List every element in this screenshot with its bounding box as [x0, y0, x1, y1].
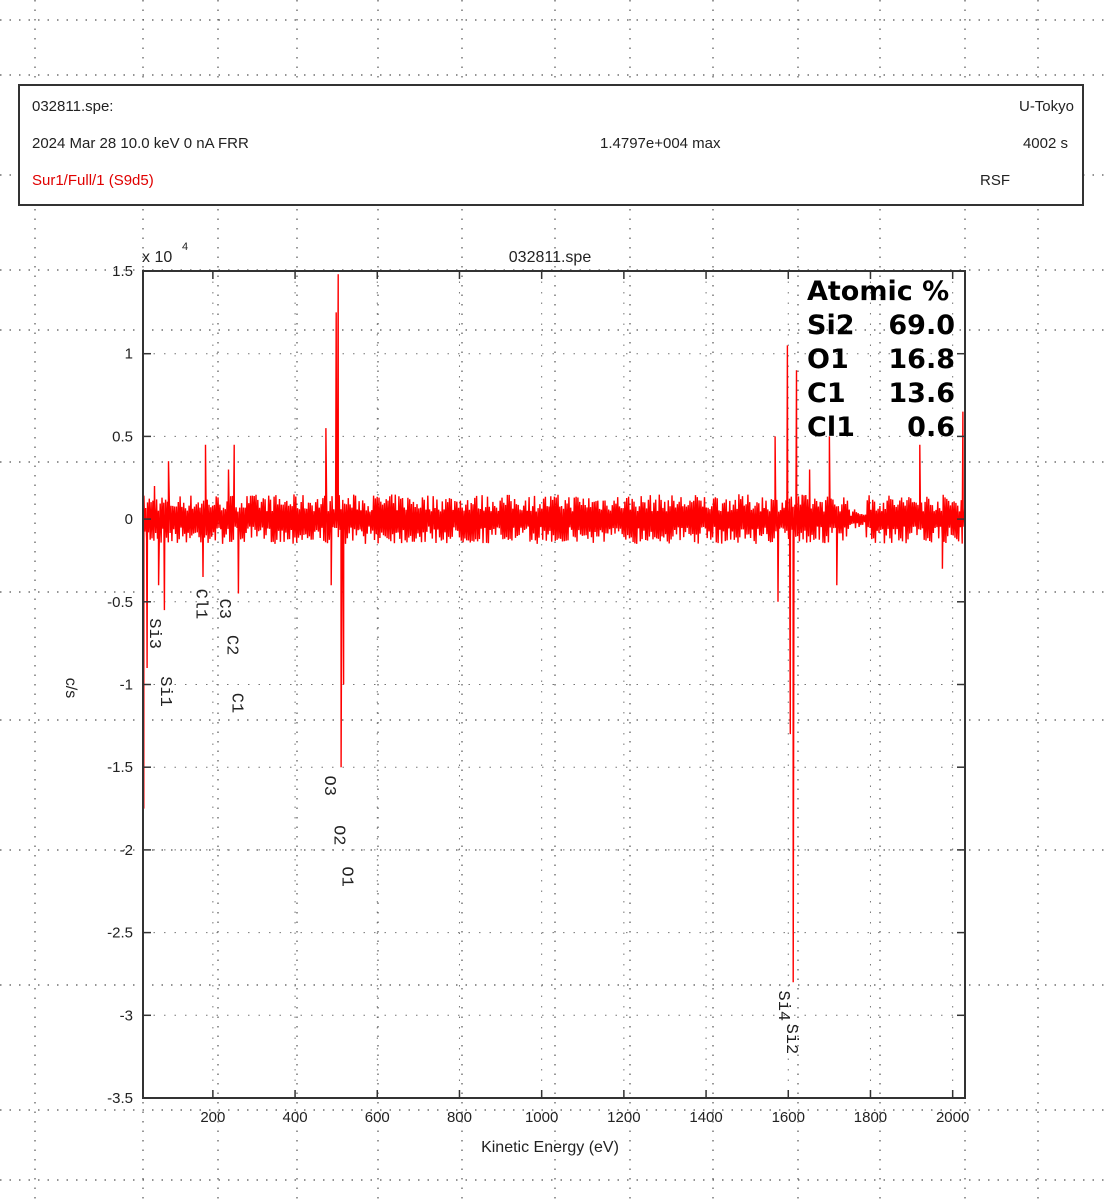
acquisition-info-text: 2024 Mar 28 10.0 keV 0 nA FRR	[32, 135, 249, 152]
peak-label-cl1: Cl1	[191, 589, 210, 620]
y-tick-label: -0.5	[107, 594, 133, 611]
x-tick-label: 200	[200, 1109, 225, 1126]
peak-label-c3: C3	[214, 599, 233, 619]
y-multiplier-label: x 10	[142, 249, 172, 266]
y-tick-label: -3	[120, 1007, 133, 1024]
y-exponent-label: 4	[182, 241, 188, 253]
max-count-text: 1.4797e+004 max	[600, 135, 721, 152]
y-axis-label: c/s	[62, 678, 79, 698]
y-tick-label: -2	[120, 842, 133, 859]
peak-label-c2: C2	[221, 635, 240, 655]
atomic-element-cl1: Cl1	[807, 412, 855, 443]
peak-label-si1: Si1	[155, 676, 174, 707]
x-tick-label: 1000	[525, 1109, 558, 1126]
atomic-percent-annotation: Atomic % Si2 69.0 O1 16.8 C1 13.6 Cl1 0.…	[807, 276, 955, 443]
y-tick-label: -3.5	[107, 1090, 133, 1107]
y-tick-label: -1	[120, 677, 133, 694]
y-tick-label: -2.5	[107, 925, 133, 942]
peak-label-c1: C1	[226, 693, 245, 713]
peak-label-o3: O3	[319, 776, 338, 796]
x-tick-label: 2000	[936, 1109, 969, 1126]
atomic-percent-title: Atomic %	[807, 276, 949, 307]
spectrum-series-line	[142, 274, 966, 983]
atomic-element-o1: O1	[807, 344, 849, 375]
peak-label-si4: Si4	[773, 991, 792, 1022]
x-tick-label: 800	[447, 1109, 472, 1126]
y-tick-label: -1.5	[107, 759, 133, 776]
x-tick-label: 1200	[607, 1109, 640, 1126]
x-tick-label: 1400	[689, 1109, 722, 1126]
acquisition-time-text: 4002 s	[1022, 135, 1068, 152]
y-tick-label: 1	[125, 346, 133, 363]
filename-text: 032811.spe:	[32, 98, 114, 115]
peak-label-o1: O1	[337, 866, 356, 886]
y-tick-label: 0.5	[112, 428, 133, 445]
x-tick-label: 1800	[854, 1109, 887, 1126]
peak-label-si3: Si3	[144, 618, 163, 649]
peak-labels: Si3 Si1 Cl1 C3 C2 C1 O3 O2 O1 Si4 Si2	[144, 589, 800, 1055]
quantification-mode-text: RSF	[980, 172, 1010, 189]
region-name-text: Sur1/Full/1 (S9d5)	[32, 172, 154, 189]
x-tick-label: 600	[365, 1109, 390, 1126]
peak-label-si2: Si2	[781, 1024, 800, 1055]
chart-title: 032811.spe	[509, 249, 592, 266]
atomic-value-c1: 13.6	[888, 378, 955, 409]
atomic-element-c1: C1	[807, 378, 846, 409]
y-tick-label: 1.5	[112, 263, 133, 280]
x-tick-label: 400	[283, 1109, 308, 1126]
atomic-value-cl1: 0.6	[907, 412, 955, 443]
atomic-value-si2: 69.0	[888, 310, 955, 341]
x-tick-label: 1600	[772, 1109, 805, 1126]
peak-label-o2: O2	[328, 825, 347, 845]
atomic-value-o1: 16.8	[888, 344, 955, 375]
x-axis-label: Kinetic Energy (eV)	[481, 1139, 619, 1156]
atomic-element-si2: Si2	[807, 310, 855, 341]
y-tick-label: 0	[125, 511, 133, 528]
institution-text: U-Tokyo	[1018, 98, 1074, 115]
acquisition-header-panel: 032811.spe: U-Tokyo 2024 Mar 28 10.0 keV…	[18, 84, 1084, 206]
axis-ticks: 200 400 600 800 1000 1200 1400 1600 1800 2000 1.5 1…	[107, 263, 969, 1126]
